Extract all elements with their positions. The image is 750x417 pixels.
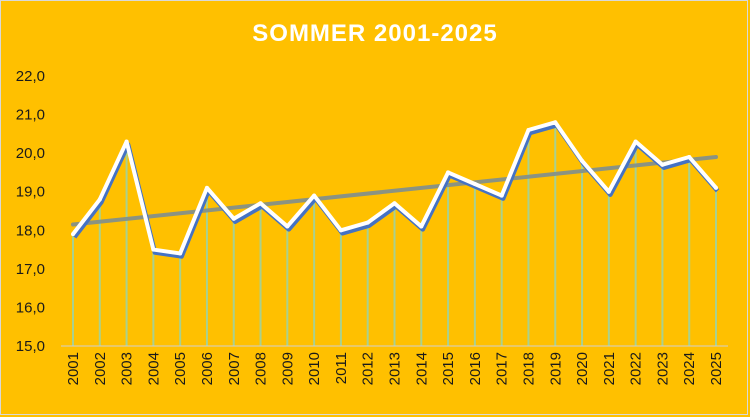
- data-point-2016: [472, 182, 477, 186]
- data-point-2003: [124, 139, 129, 144]
- y-tick-label: 21,0: [16, 107, 45, 124]
- x-tick-label: 2009: [279, 352, 296, 385]
- y-tick-label: 15,0: [16, 338, 45, 355]
- x-tick-label: 2015: [440, 352, 457, 385]
- data-point-2005: [178, 251, 183, 256]
- x-tick-label: 2002: [92, 352, 109, 385]
- y-tick-label: 22,0: [16, 68, 45, 85]
- x-tick-label: 2022: [628, 352, 645, 385]
- data-point-2010: [312, 193, 317, 198]
- series-line: [71, 120, 720, 259]
- data-point-2020: [580, 158, 585, 163]
- x-tick-label: 2016: [467, 352, 484, 385]
- x-tick-label: 2021: [601, 352, 618, 385]
- x-tick-label: 2008: [253, 352, 270, 385]
- x-tick-label: 2007: [226, 352, 243, 385]
- data-point-2002: [97, 197, 102, 202]
- y-tick-label: 20,0: [16, 145, 45, 162]
- y-tick-label: 16,0: [16, 299, 45, 316]
- data-point-2006: [204, 185, 209, 190]
- x-tick-label: 2004: [145, 352, 162, 385]
- y-tick-label: 19,0: [16, 184, 45, 201]
- x-tick-label: 2001: [65, 352, 82, 385]
- x-tick-label: 2003: [119, 352, 136, 385]
- x-tick-label: 2014: [413, 352, 430, 385]
- data-point-2022: [633, 139, 638, 144]
- trendline-line: [71, 155, 718, 227]
- data-point-2014: [419, 224, 424, 229]
- x-tick-label: 2006: [199, 352, 216, 385]
- x-axis: 2001 2002 2003 2004 2005 2006 2007 2008 2009 2010…: [61, 345, 728, 385]
- data-point-2008: [258, 201, 263, 206]
- y-tick-label: 18,0: [16, 222, 45, 239]
- x-tick-label: 2024: [681, 352, 698, 385]
- x-tick-label: 2005: [172, 352, 189, 385]
- data-point-2007: [231, 216, 236, 221]
- x-tick-label: 2011: [333, 352, 350, 384]
- data-point-2011: [338, 228, 343, 233]
- y-tick-label: 17,0: [16, 261, 45, 278]
- x-tick-label: 2020: [574, 352, 591, 385]
- drop-lines: [72, 122, 717, 346]
- x-tick-label: 2010: [306, 352, 323, 385]
- data-point-2019: [553, 120, 558, 125]
- data-point-2001: [71, 232, 75, 237]
- data-point-2018: [526, 128, 531, 132]
- data-point-2013: [392, 201, 397, 206]
- chart-title: SOMMER 2001-2025: [252, 20, 498, 47]
- x-tick-label: 2019: [547, 352, 564, 385]
- x-tick-label: 2012: [360, 352, 377, 385]
- data-point-2025: [714, 185, 718, 190]
- x-tick-label: 2025: [708, 352, 725, 385]
- data-point-2023: [660, 162, 665, 167]
- y-axis: 15,0 16,0 17,0 18,0 19,0 20,0 21,0 22,0: [16, 68, 45, 355]
- x-tick-label: 2013: [387, 352, 404, 385]
- trendline: [71, 155, 718, 227]
- data-point-2004: [151, 247, 156, 252]
- x-tick-label: 2018: [520, 352, 537, 385]
- data-point-2009: [285, 224, 290, 229]
- data-point-2015: [446, 170, 451, 175]
- x-tick-label: 2017: [494, 352, 511, 385]
- data-point-2017: [499, 193, 504, 198]
- data-point-2024: [687, 155, 692, 159]
- data-point-2012: [365, 220, 370, 225]
- data-point-2021: [606, 189, 611, 194]
- x-tick-label: 2023: [654, 352, 671, 385]
